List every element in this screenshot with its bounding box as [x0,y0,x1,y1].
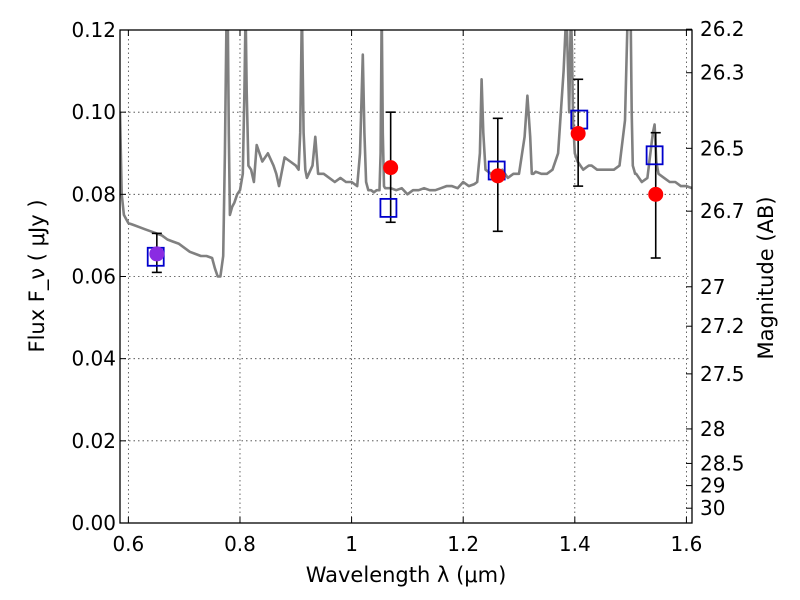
y2-tick-label: 26.7 [700,199,745,223]
x-tick-label: 1 [345,532,358,556]
y2-tick-label: 26.5 [700,136,745,160]
y2-tick-label: 30 [700,496,725,520]
x-tick-label: 1.6 [671,532,703,556]
y2-tick-label: 27.5 [700,362,745,386]
y2-tick-label: 26.2 [700,17,745,41]
spectrum-line [120,30,692,278]
y2-tick-label: 28.5 [700,451,745,475]
grid [120,30,692,523]
y-tick-label: 0.06 [71,265,116,289]
x-tick-label: 1.4 [559,532,591,556]
observed-photometry-point [383,160,399,176]
y2-tick-label: 26.3 [700,61,745,85]
x-axis-label: Wavelength λ (μm) [306,563,507,587]
y-tick-label: 0.04 [71,347,116,371]
y-tick-label: 0.02 [71,429,116,453]
y2-tick-label: 29 [700,474,725,498]
model-photometry-square [379,197,398,218]
x-tick-label: 1.2 [447,532,479,556]
y2-axis-label: Magnitude (AB) [754,196,778,359]
plot-area [120,30,692,278]
markers [146,78,664,274]
y-tick-label: 0.10 [71,100,116,124]
y2-tick-label: 27.2 [700,314,745,338]
x-tick-label: 0.6 [112,532,144,556]
x-tick-label: 0.8 [224,532,256,556]
y2-tick-label: 28 [700,417,725,441]
y-axis-label: Flux F_ν ( μJy ) [25,199,50,352]
y-tick-label: 0.00 [71,511,116,535]
observed-photometry-point [648,186,664,202]
observed-photometry-point [490,168,506,184]
axes: 0.6 0.8 1 1.2 1.4 1.6 0.00 0.02 0.04 0.06 0.08 0.10… [71,17,744,556]
observed-photometry-point [149,246,165,262]
y-tick-label: 0.08 [71,182,116,206]
model-photometry-square [645,145,664,166]
y2-tick-label: 27 [700,275,725,299]
y-tick-label: 0.12 [71,18,116,42]
observed-photometry-point [570,126,586,142]
